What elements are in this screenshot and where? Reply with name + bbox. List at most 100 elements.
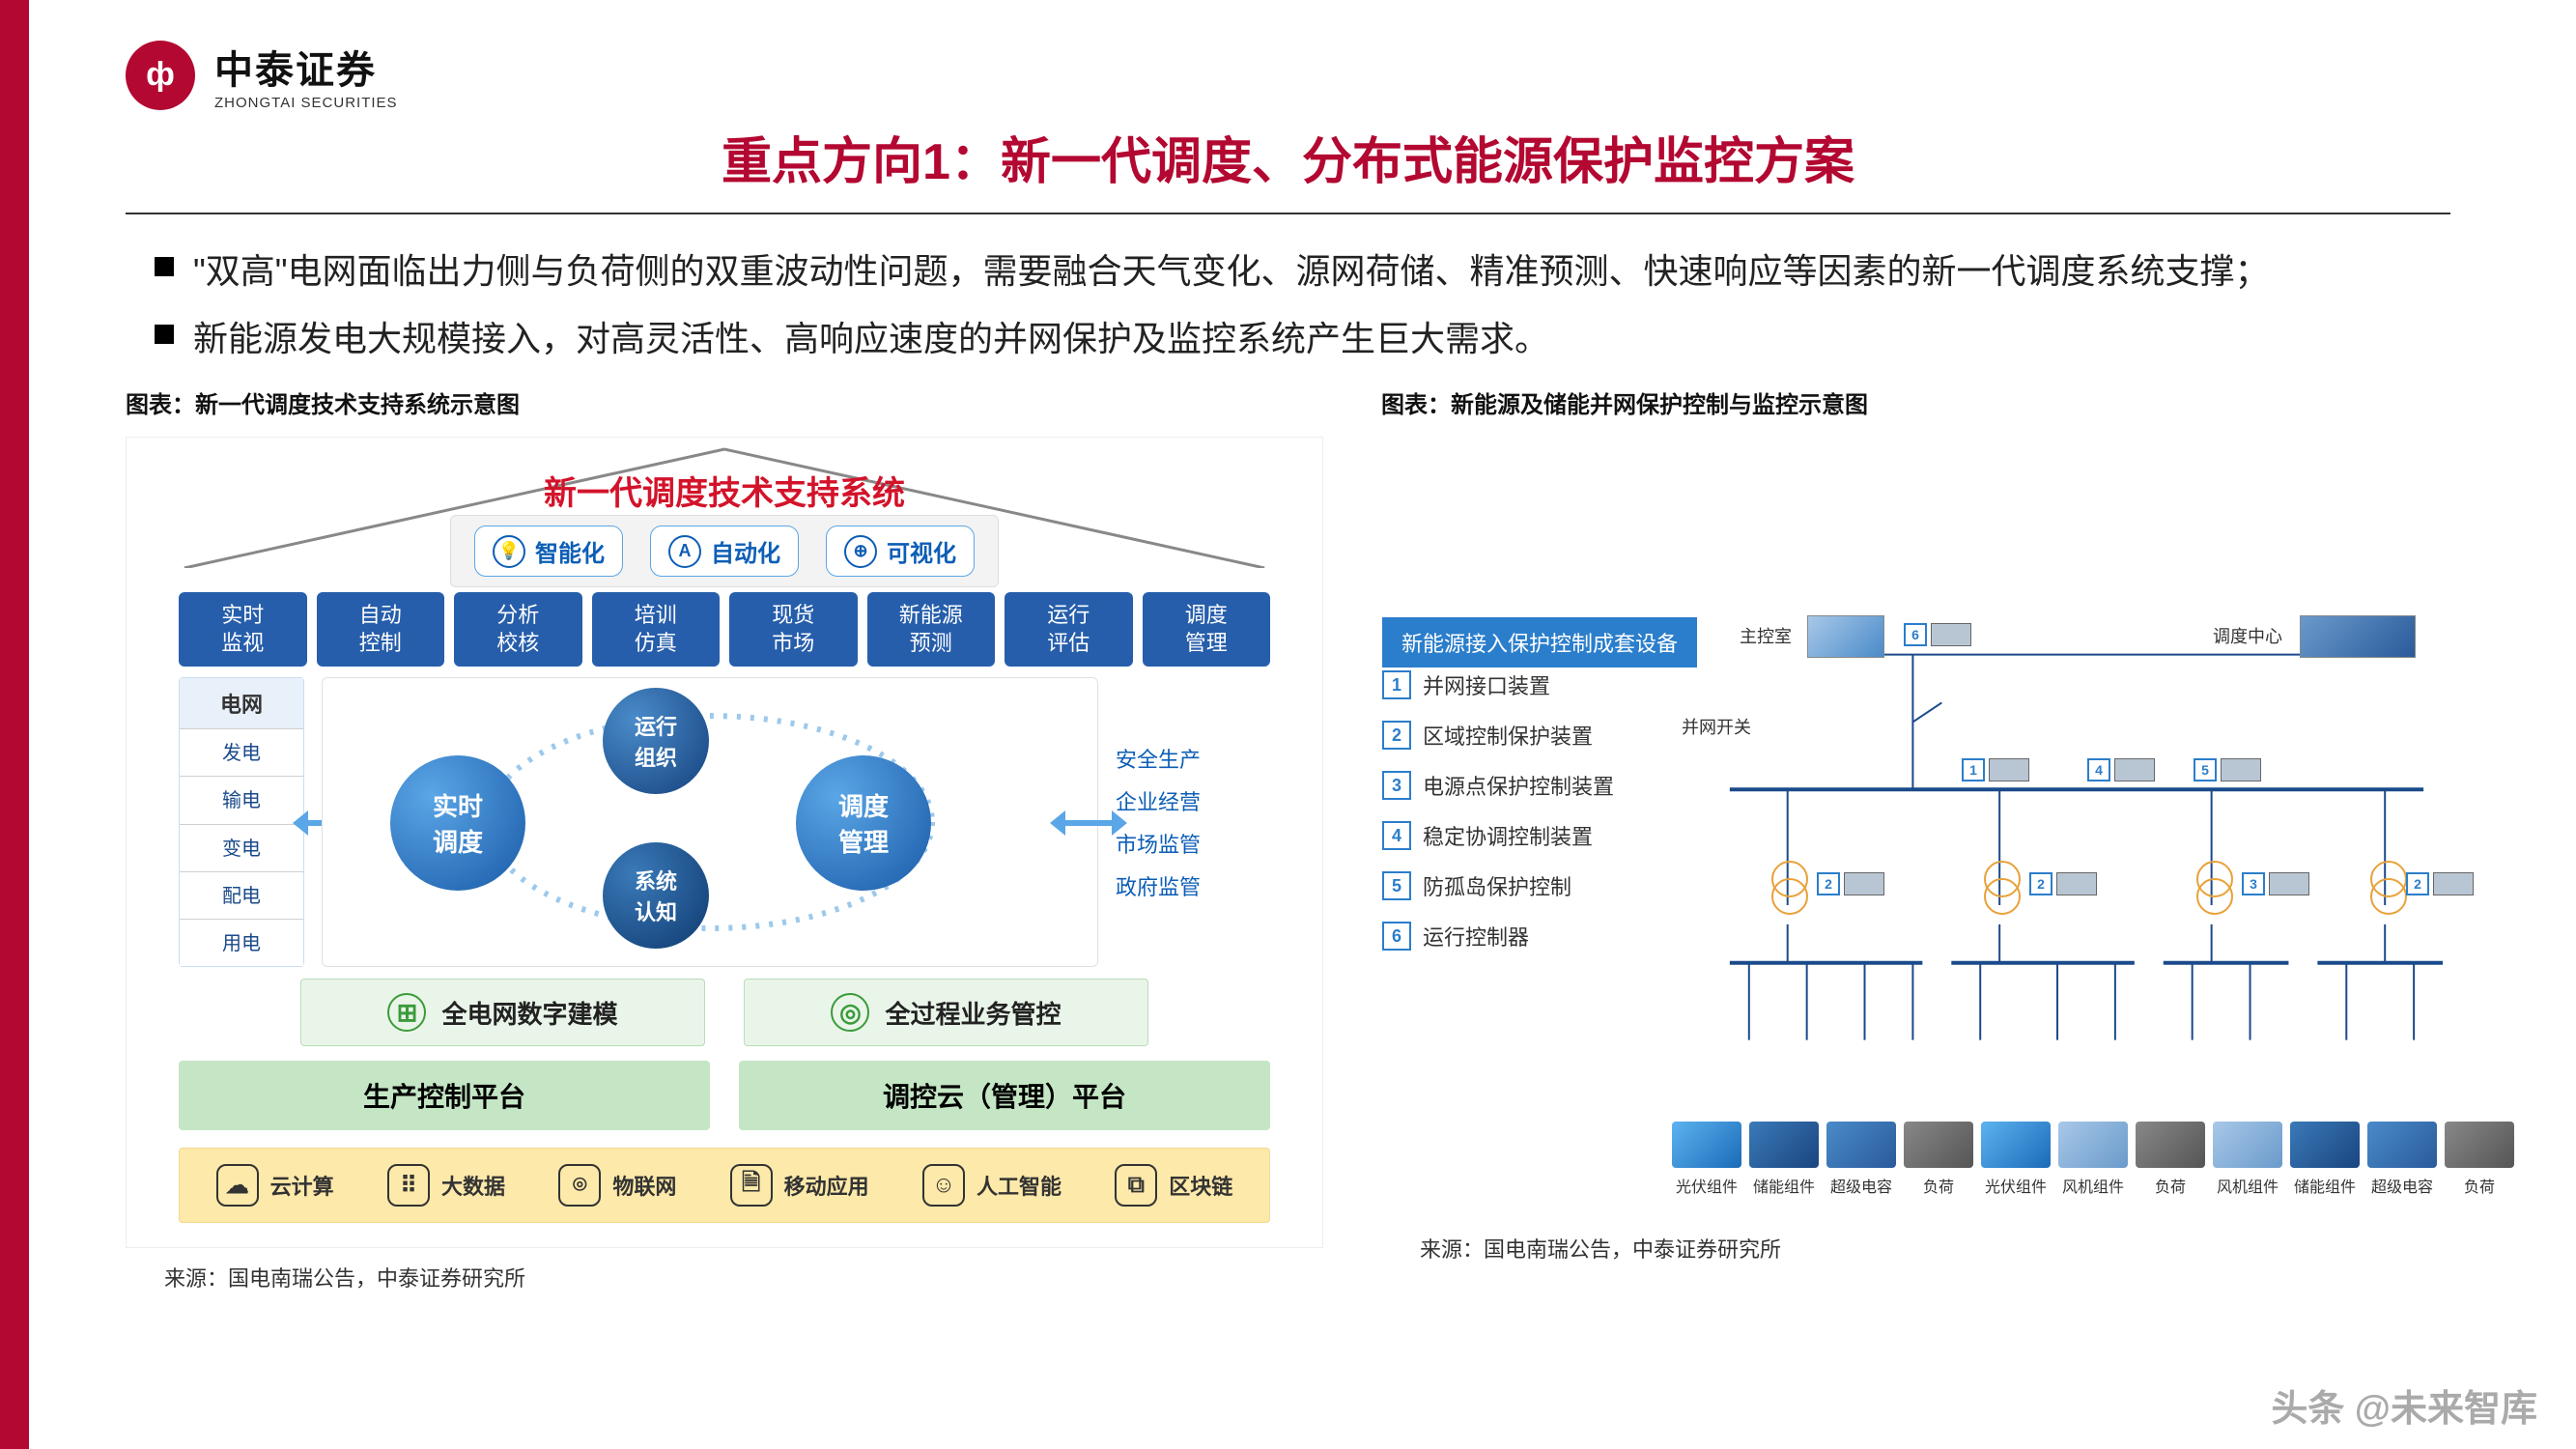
doc-icon: 🗎 [730,1164,773,1207]
slide-page: ф 中泰证券 ZHONGTAI SECURITIES 重点方向1：新一代调度、分… [0,0,2576,1449]
comp-label: 超级电容 [1830,1174,1892,1197]
fn-box: 运行评估 [1005,592,1133,667]
tech-mobile: 🗎 移动应用 [730,1164,869,1207]
stake-item: 企业经营 [1116,785,1270,816]
label-dispatch-center: 调度中心 [2213,623,2282,648]
wind-icon [2213,1122,2282,1168]
bullet-text: 新能源发电大规模接入，对高灵活性、高响应速度的并网保护及监控系统产生巨大需求。 [193,311,1549,367]
tech-label: 物联网 [612,1170,676,1201]
stakeholder-list: 安全生产 企业经营 市场监管 政府监管 [1116,677,1270,967]
fn-box: 自动控制 [317,592,445,667]
legend-item: 2区域控制保护装置 [1382,720,1614,751]
iot-icon: ⌾ [558,1164,601,1207]
logo-mark: ф [126,41,195,110]
bullets: "双高"电网面临出力侧与负荷侧的双重波动性问题，需要融合天气变化、源网荷储、精准… [155,243,2421,366]
comp-label: 风机组件 [2062,1174,2124,1197]
transformer-icon [1984,861,2017,909]
diagram-title: 新一代调度技术支持系统 [127,467,1322,514]
legend-list: 1并网接口装置 2区域控制保护装置 3电源点保护控制装置 4稳定协调控制装置 5… [1382,669,1614,952]
load-icon [2445,1122,2514,1168]
data-icon: ⠿ [387,1164,430,1207]
chip-label: 自动化 [711,534,780,568]
devnum: 2 [1817,872,1840,895]
bubble-realtime: 实时调度 [390,755,525,891]
tech-label: 区块链 [1169,1170,1232,1201]
tech-label: 移动应用 [784,1170,869,1201]
comp-label: 负荷 [2464,1174,2495,1197]
col-left: 图表：新一代调度技术支持系统示意图 新一代调度技术支持系统 💡智能化 A自动化 … [126,385,1323,1293]
bullet-text: "双高"电网面临出力侧与负荷侧的双重波动性问题，需要融合天气变化、源网荷储、精准… [193,243,2270,299]
source-right: 来源：国电南瑞公告，中泰证券研究所 [1420,1233,2463,1264]
dev-1: 1 [1962,758,2029,781]
legend-label: 防孤岛保护控制 [1423,870,1571,901]
comp-item: 负荷 [1904,1122,1973,1218]
legend-label: 运行控制器 [1423,921,1529,952]
tech-label: 人工智能 [977,1170,1062,1201]
tech-label: 大数据 [441,1170,505,1201]
comp-item: 风机组件 [2213,1122,2282,1218]
platform-prod: 生产控制平台 [179,1061,710,1130]
component-row: 光伏组件 储能组件 超级电容 负荷 光伏组件 风机组件 负荷 风机组件 储能组件… [1672,1122,2462,1218]
devnum: 2 [2029,872,2052,895]
cloud-icon: ☁ [216,1164,259,1207]
globe-icon: ⊕ [844,535,877,568]
comp-item: 储能组件 [1749,1122,1819,1218]
tech-iot: ⌾ 物联网 [558,1164,676,1207]
load-icon [2136,1122,2205,1168]
capability-chips: 💡智能化 A自动化 ⊕可视化 [450,515,999,587]
load-icon [1904,1122,1973,1168]
chip-automatic: A自动化 [650,526,799,577]
single-line-diagram: 主控室 6 调度中心 并网开关 1 4 5 2 [1672,611,2462,1151]
battery-icon [2290,1122,2360,1168]
brand-logo: ф 中泰证券 ZHONGTAI SECURITIES [0,39,2576,111]
dev-2a: 2 [1817,872,1884,895]
platform-cloud: 调控云（管理）平台 [739,1061,1270,1130]
legend-num: 3 [1382,771,1411,800]
chart-caption-right: 图表：新能源及储能并网保护控制与监控示意图 [1381,385,2463,419]
comp-label: 超级电容 [2371,1174,2433,1197]
diagram-grid-protection: 新能源接入保护控制成套设备 1并网接口装置 2区域控制保护装置 3电源点保护控制… [1381,611,2463,1219]
comp-item: 超级电容 [2367,1122,2437,1218]
legend-item: 3电源点保护控制装置 [1382,770,1614,801]
capacitor-icon [2367,1122,2437,1168]
battery-icon [1749,1122,1819,1168]
accent-bar [0,0,29,1449]
devnum: 3 [2242,872,2265,895]
comp-label: 光伏组件 [1676,1174,1738,1197]
dev-2c: 2 [2406,872,2474,895]
bubble-operation: 运行组织 [603,688,709,794]
legend-item: 1并网接口装置 [1382,669,1614,700]
grid-item: 变电 [180,825,303,872]
mid-model: ⊞全电网数字建模 [300,979,705,1046]
solar-icon [1981,1122,2051,1168]
dev-2b: 2 [2029,872,2097,895]
watermark: 头条 @未来智库 [2271,1378,2537,1432]
label-mainroom: 主控室 [1740,623,1792,648]
grid-item: 输电 [180,777,303,824]
platform-row: 生产控制平台 调控云（管理）平台 [179,1061,1270,1130]
legend-num: 1 [1382,670,1411,699]
tech-row: ☁云计算 ⠿大数据 ⌾物联网 🗎移动应用 ☺人工智能 ⧉区块链 [179,1148,1270,1223]
spacer [1381,437,2463,611]
function-row: 实时监视 自动控制 分析校核 培训仿真 现货市场 新能源预测 运行评估 调度管理 [179,592,1270,667]
chip-visual: ⊕可视化 [826,526,975,577]
legend-header: 新能源接入保护控制成套设备 [1382,617,1697,668]
legend-item: 5防孤岛保护控制 [1382,870,1614,901]
comp-label: 负荷 [2155,1174,2186,1197]
grid-item: 用电 [180,920,303,966]
legend-num: 6 [1382,922,1411,951]
transformer-icon [2196,861,2229,909]
bulb-icon: 💡 [493,535,525,568]
dev-5: 5 [2194,758,2261,781]
fn-box: 现货市场 [729,592,858,667]
comp-item: 负荷 [2445,1122,2514,1218]
solar-icon [1672,1122,1741,1168]
main-area: 电网 发电 输电 变电 配电 用电 实时调度 运行组织 调度 [179,677,1270,967]
grid-item: 发电 [180,729,303,777]
fn-box: 实时监视 [179,592,307,667]
ai-icon: ☺ [922,1164,965,1207]
tech-cloud: ☁云计算 [216,1164,334,1207]
legend-label: 稳定协调控制装置 [1423,820,1593,851]
chart-caption-left: 图表：新一代调度技术支持系统示意图 [126,385,1323,419]
diagram-dispatch-system: 新一代调度技术支持系统 💡智能化 A自动化 ⊕可视化 实时监视 自动控制 分析校… [126,437,1323,1248]
